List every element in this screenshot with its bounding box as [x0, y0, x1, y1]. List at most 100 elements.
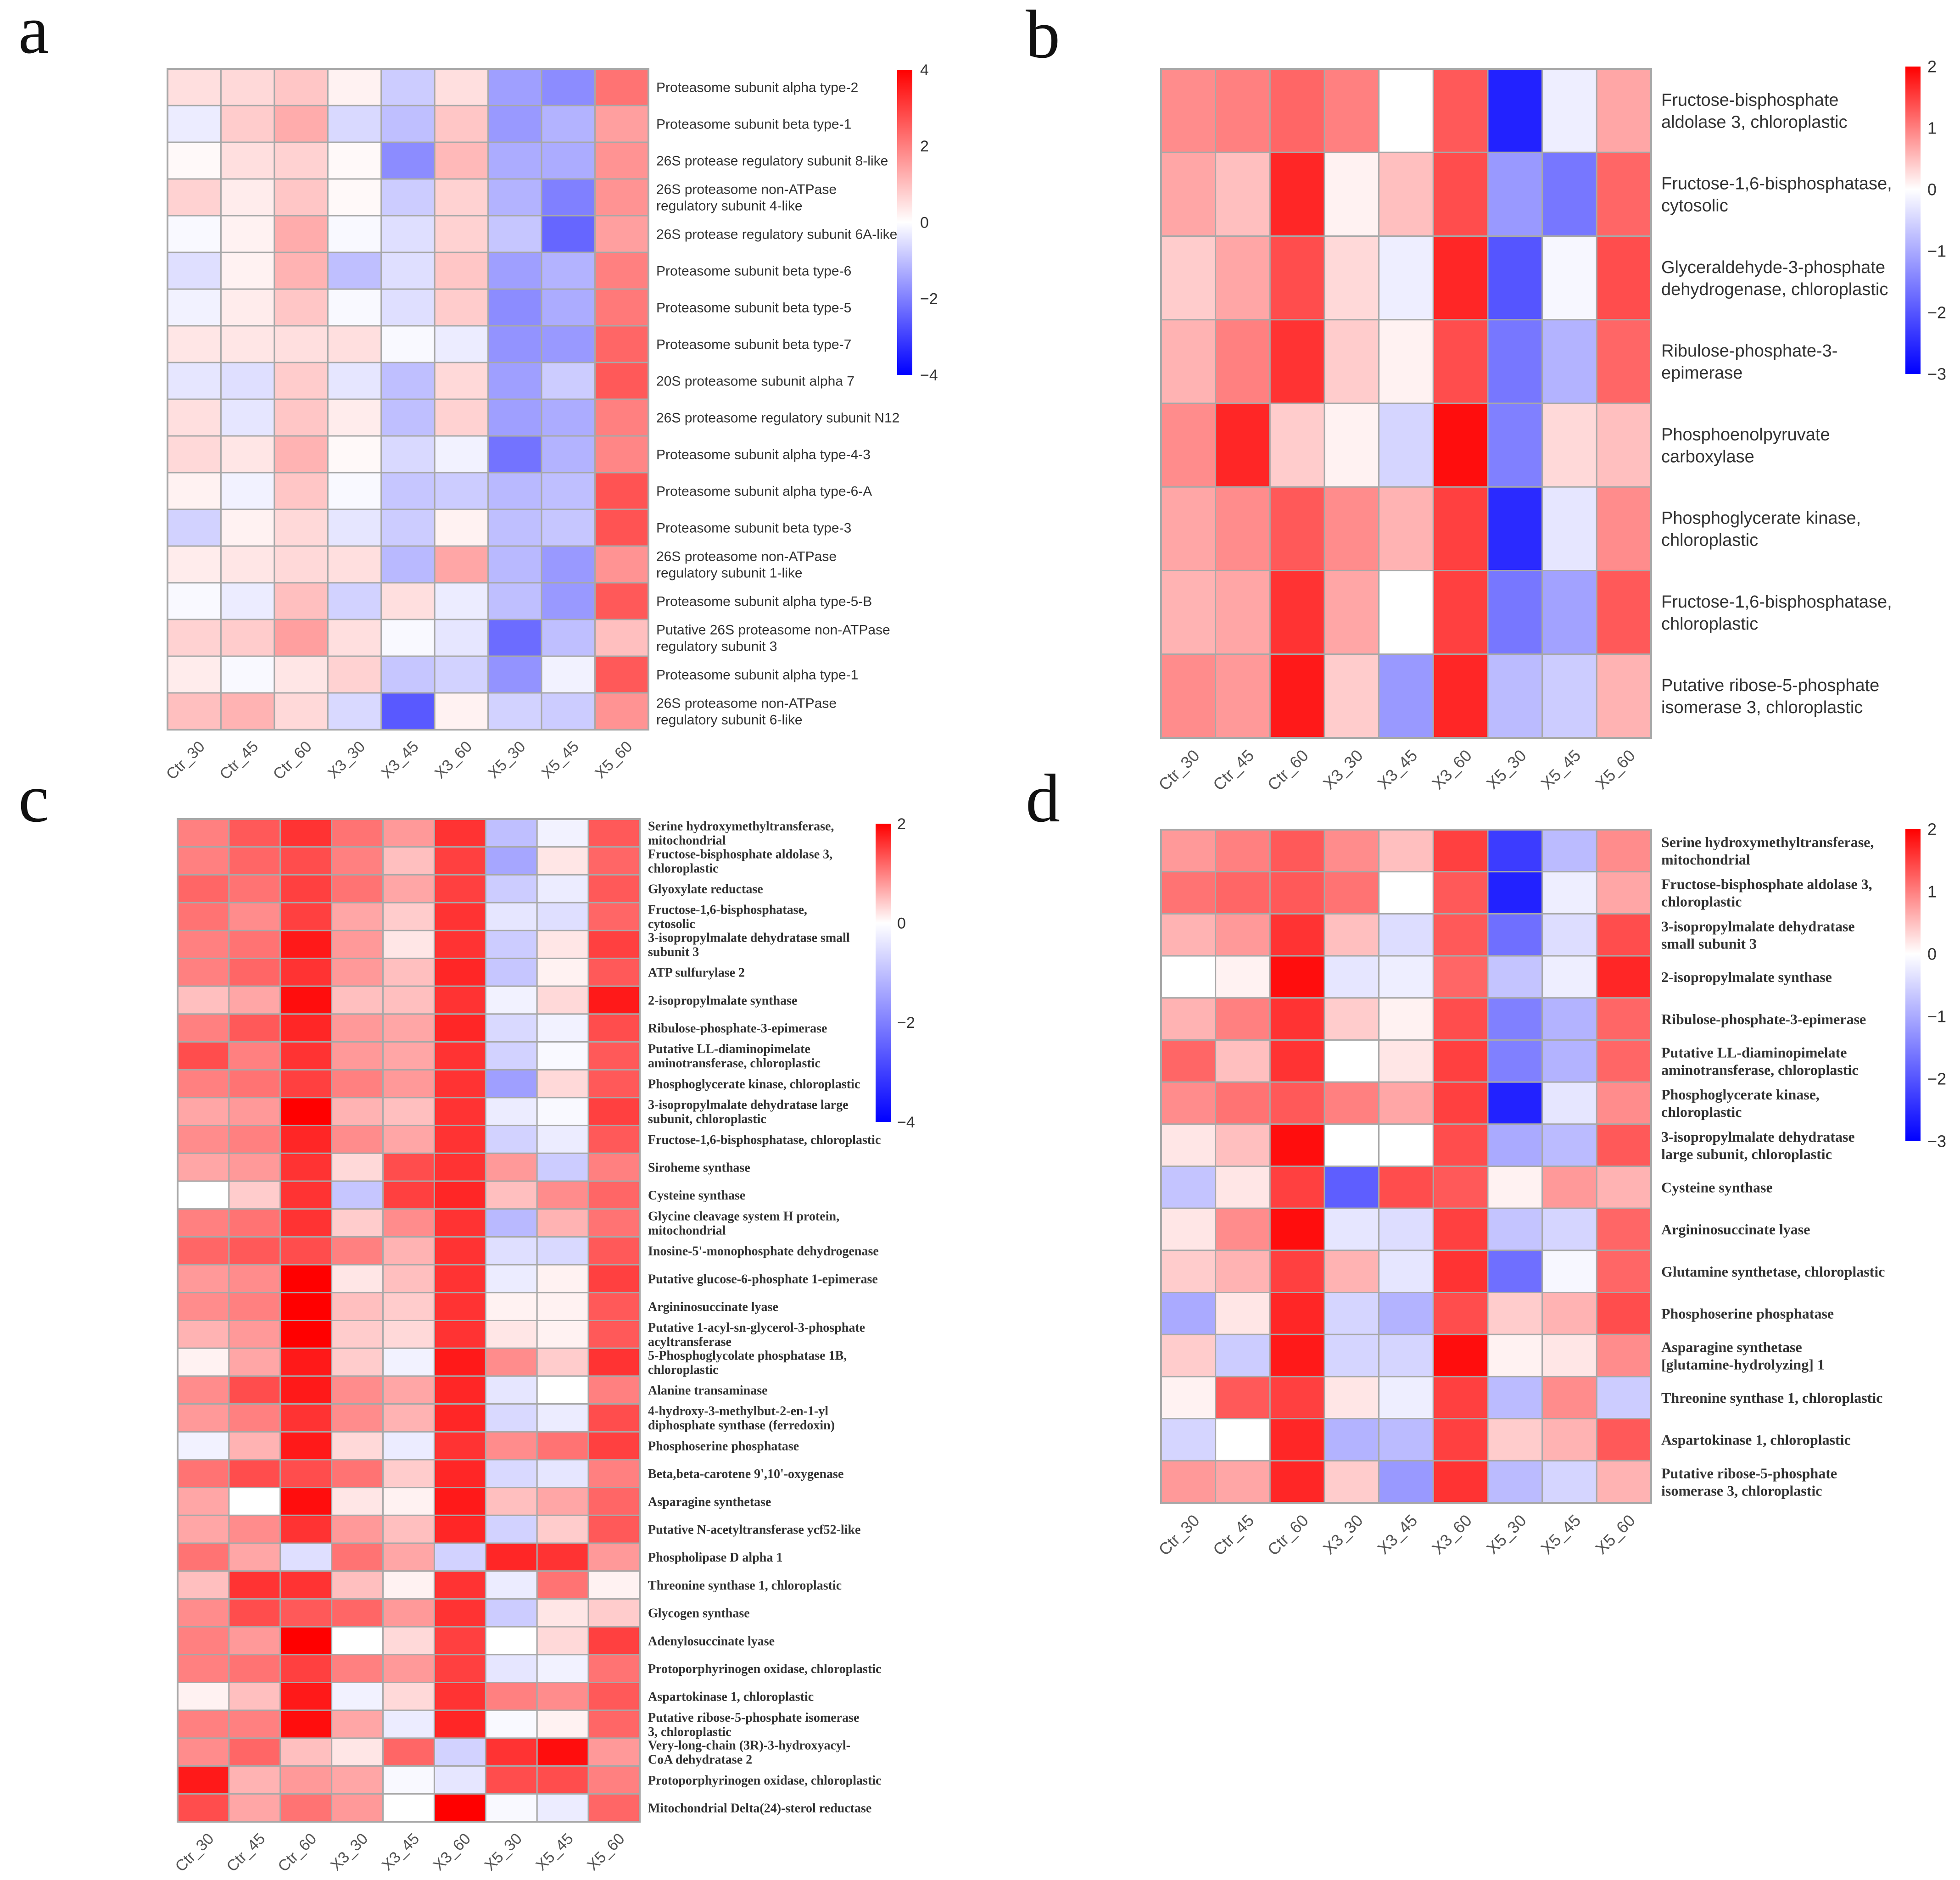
heatmap-cell [228, 1765, 281, 1795]
heatmap-cell [594, 472, 649, 510]
colorbar-tick-label: −2 [920, 290, 938, 308]
heatmap-cell [1541, 1292, 1597, 1335]
heatmap-cell [485, 1041, 538, 1071]
heatmap-cell [1160, 1250, 1217, 1294]
colorbar [897, 70, 912, 375]
heatmap-cell [485, 1793, 538, 1823]
heatmap-cell [1541, 235, 1597, 321]
row-label: 26S protease regulatory subunit 6A-like [656, 227, 897, 242]
heatmap-cell [1432, 151, 1489, 237]
heatmap-cell [1541, 1376, 1597, 1420]
heatmap-cell [587, 1208, 641, 1238]
heatmap-cell [380, 398, 436, 437]
panel-letter: b [1026, 0, 1060, 73]
heatmap-cell [1269, 1123, 1325, 1167]
heatmap-cell [541, 508, 596, 547]
heatmap-cell [279, 1097, 333, 1127]
heatmap-cell [541, 655, 596, 694]
heatmap-cell [274, 68, 329, 106]
heatmap-cell [587, 1041, 641, 1071]
heatmap-cell [536, 1069, 589, 1099]
heatmap-cell [279, 1598, 333, 1628]
heatmap-cell [279, 1570, 333, 1600]
heatmap-cell [487, 215, 542, 253]
heatmap-cell [380, 68, 436, 106]
heatmap-cell [382, 1737, 435, 1767]
heatmap-cell [327, 435, 382, 474]
row-label: Siroheme synthase [648, 1160, 750, 1175]
heatmap-cell [177, 930, 230, 959]
heatmap-cell [228, 930, 281, 959]
heatmap-cell [279, 1626, 333, 1656]
heatmap-cell [541, 362, 596, 400]
heatmap-cell [487, 178, 542, 217]
heatmap-cell [382, 818, 435, 848]
heatmap-cell [331, 1180, 384, 1210]
heatmap-cell [167, 215, 222, 253]
heatmap-cell [382, 1709, 435, 1739]
heatmap-cell [1541, 1123, 1597, 1167]
heatmap-cell [594, 141, 649, 180]
heatmap-cell [433, 957, 486, 987]
heatmap-cell [485, 1375, 538, 1405]
heatmap-cell [177, 1570, 230, 1600]
heatmap-cell [1323, 955, 1380, 999]
heatmap-cell [536, 1013, 589, 1043]
heatmap-cell [485, 1431, 538, 1461]
heatmap-cell [1160, 1081, 1217, 1125]
heatmap-cell [228, 902, 281, 932]
heatmap-cell [587, 957, 641, 987]
heatmap-cell [536, 1264, 589, 1294]
heatmap-cell [487, 508, 542, 547]
heatmap-cell [587, 846, 641, 876]
heatmap-cell [327, 582, 382, 620]
heatmap-cell [167, 655, 222, 694]
heatmap-cell [541, 692, 596, 731]
heatmap-cell [382, 1514, 435, 1544]
row-label: 26S proteasome non-ATPase regulatory subu… [656, 549, 837, 581]
heatmap-cell [487, 655, 542, 694]
heatmap-cell [1160, 1418, 1217, 1462]
heatmap-cell [587, 1570, 641, 1600]
row-label: Adenylosuccinate lyase [648, 1634, 775, 1648]
heatmap-cell [1487, 1418, 1543, 1462]
row-label: Asparagine synthetase [glutamine-hydrolyz… [1661, 1339, 1825, 1372]
heatmap-cell [1215, 955, 1271, 999]
row-label: Aspartokinase 1, chloroplastic [1661, 1432, 1851, 1448]
heatmap-cell [177, 874, 230, 904]
heatmap-cell [536, 1208, 589, 1238]
heatmap-cell [1323, 570, 1380, 655]
row-label: 26S protease regulatory subunit 8-like [656, 154, 888, 169]
heatmap-cell [228, 1431, 281, 1461]
heatmap-cell [433, 1765, 486, 1795]
heatmap-cell [485, 818, 538, 848]
heatmap-cell [327, 398, 382, 437]
heatmap-cell [220, 141, 275, 180]
heatmap-cell [485, 1542, 538, 1572]
heatmap-cell [433, 874, 486, 904]
heatmap-cell [1487, 402, 1543, 488]
heatmap-cell [1378, 486, 1434, 571]
row-label: Serine hydroxymethyltransferase, mitochon… [648, 820, 834, 848]
heatmap-cell [1323, 1333, 1380, 1378]
heatmap-cell [327, 288, 382, 327]
heatmap-cell [331, 1737, 384, 1767]
heatmap-cell [433, 1236, 486, 1266]
row-label: 3-isopropylmalate dehydratase small subun… [1661, 918, 1855, 952]
heatmap-cell [485, 1403, 538, 1433]
heatmap-cell [487, 582, 542, 620]
colorbar-tick-label: −4 [920, 367, 938, 384]
heatmap-cell [487, 288, 542, 327]
heatmap-cell [433, 1570, 486, 1600]
heatmap-cell [382, 846, 435, 876]
heatmap-cell [541, 582, 596, 620]
heatmap-cell [279, 1542, 333, 1572]
row-label: Fructose-bisphosphate aldolase 3, chlorop… [1661, 90, 1848, 132]
colorbar-tick-label: 0 [1927, 945, 1937, 964]
heatmap-cell [1541, 653, 1597, 739]
heatmap-cell [541, 545, 596, 584]
heatmap-cell [228, 1292, 281, 1322]
heatmap-cell [382, 902, 435, 932]
heatmap-cell [1323, 913, 1380, 957]
heatmap-cell [536, 1403, 589, 1433]
